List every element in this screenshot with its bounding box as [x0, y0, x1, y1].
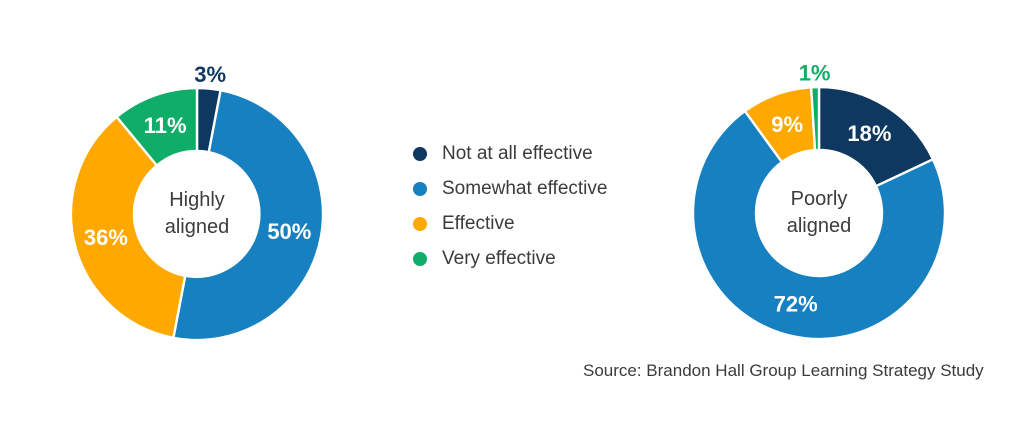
segment-value-label-somewhat-effective: 72%: [774, 292, 818, 317]
legend-color-dot-icon: [413, 216, 427, 231]
donut-chart-poorly-aligned: 18% 72% 9% 1% Poorly aligned: [664, 58, 974, 368]
donut-segment-very-effective: [809, 85, 821, 152]
legend-item-label: Not at all effective: [442, 142, 593, 164]
source-caption: Source: Brandon Hall Group Learning Stra…: [583, 361, 984, 380]
segment-value-label-effective: 9%: [771, 112, 803, 137]
legend: Not at all effective Somewhat effective …: [413, 136, 607, 276]
segment-value-label-not-at-all-effective: 3%: [194, 62, 226, 87]
donut-segment-effective: [69, 115, 187, 340]
segment-value-label-effective: 36%: [84, 225, 128, 250]
segment-value-label-somewhat-effective: 50%: [267, 219, 311, 244]
donut-center-label: Highly aligned: [164, 189, 230, 238]
donut-svg: 18% 72% 9% 1%: [691, 61, 947, 341]
legend-item: Very effective: [413, 241, 607, 276]
donut-segment-very-effective: [114, 86, 199, 168]
segment-value-label-not-at-all-effective: 18%: [847, 121, 891, 146]
legend-item: Not at all effective: [413, 136, 607, 171]
legend-item: Effective: [413, 206, 607, 241]
legend-item-label: Effective: [442, 212, 515, 234]
legend-item-label: Very effective: [442, 247, 556, 269]
donut-segment-not-at-all-effective: [817, 85, 935, 188]
donut-segment-somewhat-effective: [171, 88, 325, 342]
legend-color-dot-icon: [413, 181, 427, 196]
legend-item-label: Somewhat effective: [442, 177, 608, 199]
legend-color-dot-icon: [413, 251, 427, 266]
donut-center-label: Poorly aligned: [786, 188, 852, 237]
segment-value-label-very-effective: 11%: [144, 113, 187, 138]
legend-color-dot-icon: [413, 146, 427, 161]
legend-item: Somewhat effective: [413, 171, 607, 206]
donut-segment-somewhat-effective: [691, 109, 947, 341]
donut-chart-highly-aligned: 3% 50% 36% 11% Highly aligned: [42, 59, 352, 369]
donut-svg: 3% 50% 36% 11%: [69, 62, 325, 342]
segment-value-label-very-effective: 1%: [799, 61, 831, 86]
